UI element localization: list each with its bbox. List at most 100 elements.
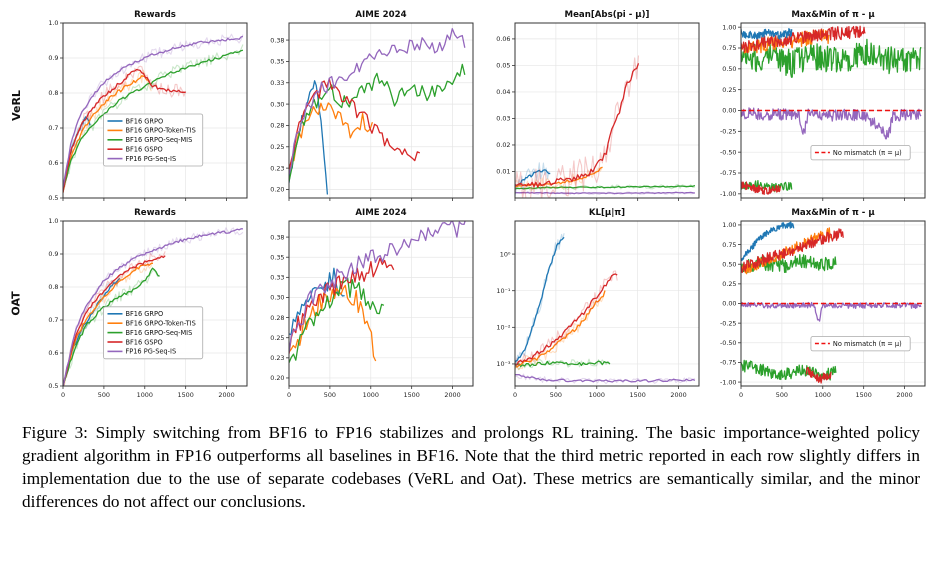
svg-text:0: 0: [287, 391, 291, 399]
svg-text:2000: 2000: [218, 391, 234, 399]
subplot-oat-rewards: 0.5 0.6 0.7 0.8 0.9 1.0 0 500 1000 1500 2000 Reward…: [48, 208, 248, 399]
svg-text:-1.00: -1.00: [720, 190, 737, 198]
svg-text:0: 0: [739, 391, 743, 399]
svg-text:1.00: 1.00: [722, 23, 736, 31]
chart-row-oat: OAT 0.5 0.6 0.7 0.8 0.9 1.0 0 500 1000 1500 2000 Re…: [6, 204, 938, 402]
svg-text:KL[μ|π]: KL[μ|π]: [589, 208, 625, 218]
svg-text:0.9: 0.9: [48, 250, 58, 258]
svg-text:BF16 GRPO-Token-TIS: BF16 GRPO-Token-TIS: [125, 320, 195, 328]
svg-text:1000: 1000: [815, 391, 831, 399]
svg-text:-0.25: -0.25: [720, 319, 737, 327]
row-label-verl-text: VeRL: [9, 89, 23, 121]
svg-text:0.23: 0.23: [270, 354, 284, 362]
subplot-verl-mean-abs: 0.01 0.02 0.03 0.04 0.05 0.06 Mean[Abs(pi - μ)…: [496, 10, 700, 201]
svg-text:1.0: 1.0: [48, 19, 58, 27]
svg-text:0.35: 0.35: [270, 58, 284, 66]
svg-text:0: 0: [513, 391, 517, 399]
svg-text:Max&Min of π - μ: Max&Min of π - μ: [791, 208, 875, 218]
svg-text:0.75: 0.75: [722, 241, 736, 249]
svg-text:BF16 GRPO-Token-TIS: BF16 GRPO-Token-TIS: [125, 127, 195, 135]
svg-text:0.50: 0.50: [722, 260, 736, 268]
chart-verl-aime-2024: 0.20 0.23 0.25 0.28 0.30 0.33 0.35 0.38 AIME 202…: [252, 6, 478, 204]
chart-oat-maxmin-pi-mu: -1.00 -0.75 -0.50 -0.25 0.00 0.25 0.50 0.75 1.00…: [704, 204, 930, 402]
svg-text:0.7: 0.7: [48, 124, 58, 132]
svg-text:AIME 2024: AIME 2024: [355, 208, 406, 218]
svg-text:0.05: 0.05: [496, 62, 510, 70]
svg-text:10⁻³: 10⁻³: [496, 360, 511, 368]
svg-text:BF16 GSPO: BF16 GSPO: [125, 338, 162, 346]
svg-text:0.23: 0.23: [270, 164, 284, 172]
svg-text:BF16 GSPO: BF16 GSPO: [125, 146, 162, 154]
chart-verl-mean-abs-pi-mu: 0.01 0.02 0.03 0.04 0.05 0.06 Mean[Abs(pi - μ)…: [478, 6, 704, 204]
svg-text:2000: 2000: [896, 391, 912, 399]
svg-text:0.20: 0.20: [270, 374, 284, 382]
svg-text:0.01: 0.01: [496, 168, 510, 176]
svg-text:-1.00: -1.00: [720, 378, 737, 386]
svg-text:0.35: 0.35: [270, 253, 284, 261]
svg-text:0.38: 0.38: [270, 233, 284, 241]
svg-text:FP16 PG-Seq-IS: FP16 PG-Seq-IS: [125, 348, 176, 356]
svg-text:No mismatch (π = μ): No mismatch (π = μ): [833, 149, 902, 157]
svg-text:0.30: 0.30: [270, 294, 284, 302]
chart-oat-aime-2024: 0.20 0.23 0.25 0.28 0.30 0.33 0.35 0.38 0 500 1000…: [252, 204, 478, 402]
svg-text:0.50: 0.50: [722, 65, 736, 73]
svg-text:500: 500: [98, 391, 110, 399]
subplot-oat-aime: 0.20 0.23 0.25 0.28 0.30 0.33 0.35 0.38 0 500 1000…: [270, 208, 474, 399]
svg-text:0.25: 0.25: [722, 86, 736, 94]
svg-text:0: 0: [61, 391, 65, 399]
svg-text:0.28: 0.28: [270, 122, 284, 130]
svg-text:Rewards: Rewards: [134, 208, 176, 218]
svg-text:0.04: 0.04: [496, 88, 510, 96]
svg-text:BF16 GRPO: BF16 GRPO: [125, 117, 163, 125]
svg-text:-0.25: -0.25: [720, 128, 737, 136]
svg-text:10⁻¹: 10⁻¹: [496, 287, 511, 295]
chart-oat-rewards: 0.5 0.6 0.7 0.8 0.9 1.0 0 500 1000 1500 2000 Reward…: [26, 204, 252, 402]
svg-text:0.8: 0.8: [48, 283, 58, 291]
figure-3-plot-grid: VeRL 0.5 0.6 0.7 0.8 0.9 1.0 Rewards BF16 GRPO B…: [6, 6, 938, 402]
svg-text:0.20: 0.20: [270, 186, 284, 194]
svg-text:FP16 PG-Seq-IS: FP16 PG-Seq-IS: [125, 155, 176, 163]
svg-text:0.25: 0.25: [722, 280, 736, 288]
svg-text:0.38: 0.38: [270, 36, 284, 44]
subplot-verl-rewards: 0.5 0.6 0.7 0.8 0.9 1.0 Rewards BF16 GRPO BF16 G…: [48, 10, 248, 202]
svg-text:Mean[Abs(pi - μ)]: Mean[Abs(pi - μ)]: [565, 10, 650, 20]
svg-text:10⁰: 10⁰: [500, 250, 511, 258]
svg-text:1.00: 1.00: [722, 221, 736, 229]
svg-text:0.7: 0.7: [48, 316, 58, 324]
svg-text:BF16 GRPO-Seq-MIS: BF16 GRPO-Seq-MIS: [125, 329, 192, 337]
svg-text:500: 500: [776, 391, 788, 399]
svg-text:0.25: 0.25: [270, 143, 284, 151]
svg-text:0.5: 0.5: [48, 194, 58, 202]
svg-text:0.25: 0.25: [270, 334, 284, 342]
svg-text:1500: 1500: [178, 391, 194, 399]
svg-text:0.02: 0.02: [496, 141, 510, 149]
svg-text:0.00: 0.00: [722, 107, 736, 115]
row-label-oat: OAT: [6, 204, 26, 402]
row-label-verl: VeRL: [6, 6, 26, 204]
svg-text:BF16 GRPO-Seq-MIS: BF16 GRPO-Seq-MIS: [125, 136, 192, 144]
subplot-oat-kl: 10⁰ 10⁻¹ 10⁻² 10⁻³ 0 500 1000 1500 2000 KL[μ|π]: [496, 208, 700, 399]
paper-figure-page: VeRL 0.5 0.6 0.7 0.8 0.9 1.0 Rewards BF16 GRPO B…: [6, 6, 938, 511]
chart-verl-maxmin-pi-mu: -1.00 -0.75 -0.50 -0.25 0.00 0.25 0.50 0.75 1.00…: [704, 6, 930, 204]
svg-text:0.30: 0.30: [270, 100, 284, 108]
svg-text:0.00: 0.00: [722, 300, 736, 308]
svg-text:0.5: 0.5: [48, 382, 58, 390]
svg-text:0.6: 0.6: [48, 159, 58, 167]
svg-text:2000: 2000: [444, 391, 460, 399]
chart-verl-rewards: 0.5 0.6 0.7 0.8 0.9 1.0 Rewards BF16 GRPO BF16 G…: [26, 6, 252, 204]
svg-text:500: 500: [324, 391, 336, 399]
svg-text:0.03: 0.03: [496, 115, 510, 123]
svg-text:0.6: 0.6: [48, 349, 58, 357]
svg-text:500: 500: [550, 391, 562, 399]
svg-text:-0.75: -0.75: [720, 359, 737, 367]
svg-text:No mismatch (π = μ): No mismatch (π = μ): [833, 340, 902, 348]
svg-text:1000: 1000: [589, 391, 605, 399]
svg-text:-0.75: -0.75: [720, 169, 737, 177]
svg-text:1000: 1000: [137, 391, 153, 399]
svg-text:1500: 1500: [630, 391, 646, 399]
svg-text:AIME 2024: AIME 2024: [355, 10, 406, 20]
svg-text:0.75: 0.75: [722, 44, 736, 52]
svg-text:0.33: 0.33: [270, 79, 284, 87]
svg-text:2000: 2000: [670, 391, 686, 399]
svg-text:1500: 1500: [404, 391, 420, 399]
